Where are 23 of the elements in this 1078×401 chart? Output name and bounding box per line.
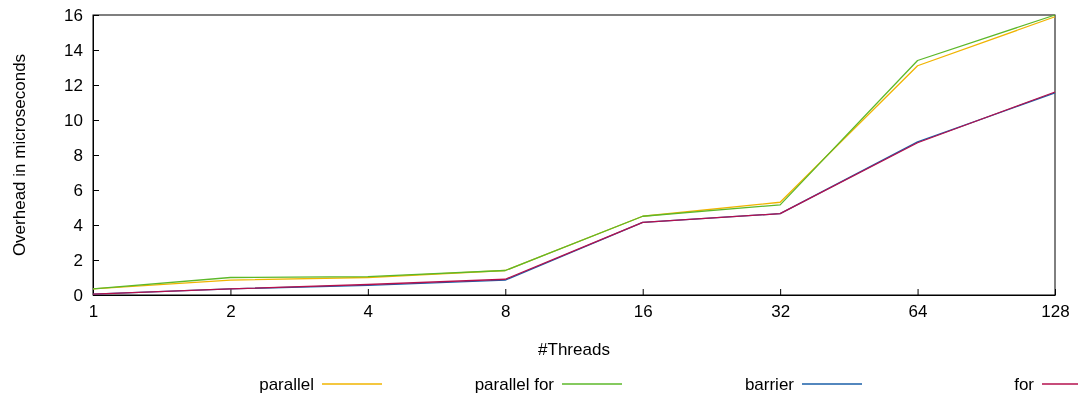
x-tick-label: 4 [363, 302, 374, 322]
y-axis-title: Overhead in microseconds [10, 53, 29, 257]
y-tick-label: 10 [64, 110, 83, 130]
legend-label: for [1014, 375, 1035, 394]
x-tick-label: 1 [88, 302, 99, 322]
y-tick-label: 6 [73, 180, 83, 200]
x-tick-label: 2 [226, 302, 236, 322]
y-tick-label: 2 [73, 250, 83, 270]
x-tick-label: 32 [771, 302, 791, 322]
x-tick-label: 64 [908, 302, 928, 322]
x-tick-label: 128 [1041, 302, 1070, 322]
legend-label: barrier [744, 375, 795, 394]
x-axis-title: #Threads [538, 340, 610, 359]
y-tick-label: 8 [73, 145, 83, 165]
legend-label: parallel for [474, 375, 555, 394]
y-tick-label: 12 [64, 75, 83, 95]
y-tick-label: 4 [73, 215, 83, 235]
x-tick-label: 8 [501, 302, 511, 322]
y-tick-label: 0 [73, 285, 83, 305]
y-tick-label: 16 [64, 5, 83, 25]
legend-label: parallel [259, 375, 314, 394]
x-tick-label: 16 [633, 302, 653, 322]
y-tick-label: 14 [64, 40, 83, 60]
